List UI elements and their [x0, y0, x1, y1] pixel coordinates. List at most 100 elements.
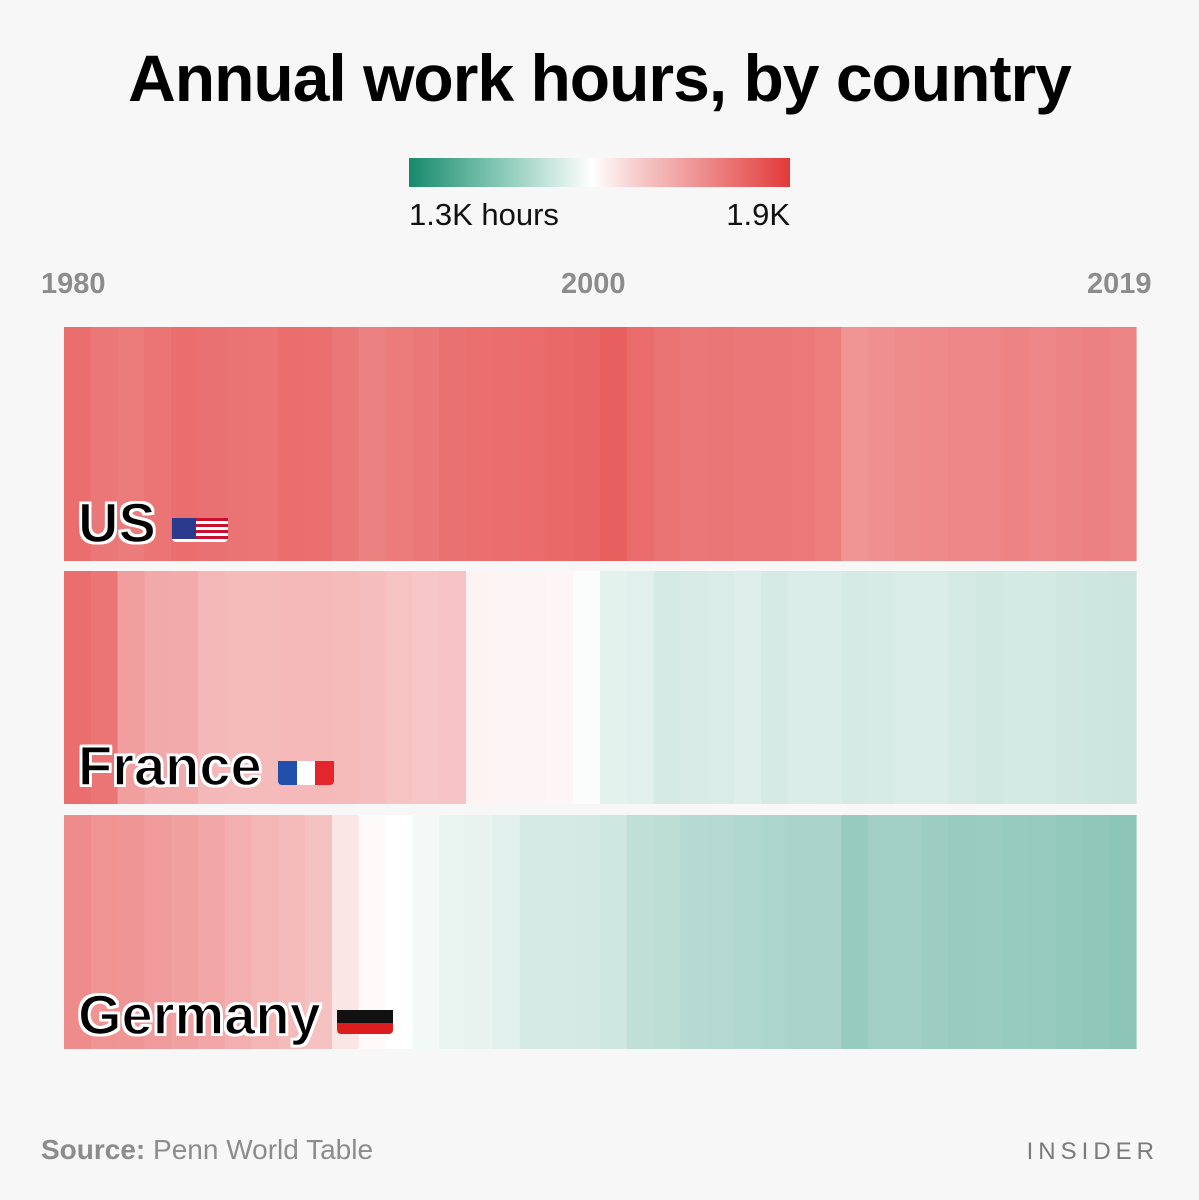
heatmap-cell-us-1996 [492, 327, 521, 561]
heatmap-cell-germany-2017 [1055, 815, 1083, 1049]
heatmap-cell-france-1985 [198, 571, 226, 804]
heatmap-cell-us-2004 [707, 327, 735, 561]
heatmap-cell-germany-2004 [707, 815, 735, 1049]
heatmap-cell-germany-1998 [546, 815, 574, 1049]
heatmap-cell-france-2006 [760, 571, 789, 804]
heatmap-cell-france-2003 [680, 571, 708, 804]
year-label-end: 2019 [1087, 268, 1152, 300]
heatmap-cell-germany-2003 [680, 815, 708, 1049]
heatmap-cell-us-1987 [251, 327, 279, 561]
heatmap-cell-germany-1993 [412, 815, 440, 1049]
heatmap-cell-us-1991 [358, 327, 387, 561]
heatmap-cell-france-2002 [653, 571, 681, 804]
heatmap-cell-france-1980 [64, 571, 92, 804]
heatmap-cell-us-2015 [1002, 327, 1030, 561]
legend-high-label: 1.9K [726, 197, 790, 232]
heatmap-cell-germany-2018 [1082, 815, 1110, 1049]
heatmap-cell-france-1998 [546, 571, 574, 804]
source-note: Source: Penn World Table [41, 1134, 373, 1166]
heatmap-cell-germany-2014 [975, 815, 1003, 1049]
heatmap-cell-us-1989 [305, 327, 333, 561]
legend-gradient [409, 158, 790, 187]
heatmap-cell-germany-2013 [948, 815, 976, 1049]
heatmap-cell-france-2005 [734, 571, 762, 804]
heatmap-cell-us-2000 [600, 327, 628, 561]
heatmap-cell-germany-2002 [653, 815, 681, 1049]
germany-flag-icon [336, 996, 393, 1034]
heatmap-cell-us-1990 [332, 327, 360, 561]
heatmap-cell-france-1999 [573, 571, 601, 804]
heatmap-cell-us-1983 [144, 327, 172, 561]
heatmap-cell-germany-1985 [198, 815, 226, 1049]
heatmap-cell-france-1994 [439, 571, 467, 804]
heatmap-cell-france-2019 [1109, 571, 1137, 804]
heatmap-cell-germany-1995 [466, 815, 494, 1049]
heatmap-cell-france-1992 [385, 571, 413, 804]
heatmap-cell-us-2001 [626, 327, 655, 561]
heatmap-cell-france-1997 [519, 571, 547, 804]
heatmap-cell-us-2006 [760, 327, 789, 561]
heatmap-cell-us-2007 [787, 327, 815, 561]
heatmap-cell-germany-2001 [626, 815, 655, 1049]
heatmap-cell-us-2013 [948, 327, 976, 561]
row-label-france-text: France [77, 733, 262, 798]
heatmap-cell-france-2001 [626, 571, 655, 804]
france-flag-icon [277, 747, 334, 785]
heatmap-cell-france-2016 [1028, 571, 1057, 804]
heatmap-cell-france-2017 [1055, 571, 1083, 804]
heatmap-chart [64, 327, 1137, 1049]
heatmap-cell-us-1993 [412, 327, 440, 561]
heatmap-cell-germany-2015 [1002, 815, 1030, 1049]
row-label-us: US [77, 490, 228, 555]
heatmap-cell-germany-2007 [787, 815, 815, 1049]
heatmap-cell-us-2003 [680, 327, 708, 561]
source-text: Penn World Table [153, 1134, 374, 1165]
color-legend: 1.3K hours 1.9K [409, 158, 790, 233]
heatmap-cell-france-2004 [707, 571, 735, 804]
heatmap-cell-germany-2010 [868, 815, 896, 1049]
heatmap-cell-us-2017 [1055, 327, 1083, 561]
heatmap-cell-france-2000 [600, 571, 628, 804]
heatmap-cell-us-1994 [439, 327, 467, 561]
heatmap-cell-us-2010 [868, 327, 896, 561]
heatmap-cell-us-2002 [653, 327, 681, 561]
heatmap-cell-france-1982 [117, 571, 145, 804]
row-label-germany-text: Germany [77, 982, 321, 1047]
legend-low-label: 1.3K hours [409, 197, 559, 232]
heatmap-cell-france-1990 [332, 571, 360, 804]
row-label-france: France [77, 733, 334, 798]
heatmap-cell-us-1986 [224, 327, 253, 561]
heatmap-cell-us-2009 [841, 327, 869, 561]
heatmap-cell-germany-1988 [278, 815, 306, 1049]
source-prefix: Source: [41, 1134, 146, 1165]
heatmap-cell-france-2012 [921, 571, 949, 804]
heatmap-cell-france-1993 [412, 571, 440, 804]
heatmap-cell-us-2018 [1082, 327, 1110, 561]
heatmap-cell-us-1999 [573, 327, 601, 561]
heatmap-cell-us-1995 [466, 327, 494, 561]
heatmap-cell-us-2019 [1109, 327, 1137, 561]
heatmap-cell-germany-2016 [1028, 815, 1057, 1049]
heatmap-cell-us-1997 [519, 327, 547, 561]
heatmap-cell-us-2008 [814, 327, 842, 561]
year-label-start: 1980 [41, 268, 106, 300]
heatmap-cell-france-2014 [975, 571, 1003, 804]
heatmap-cell-france-2010 [868, 571, 896, 804]
heatmap-cell-france-1981 [90, 571, 119, 804]
heatmap-cell-germany-1983 [144, 815, 172, 1049]
heatmap-cell-germany-1994 [439, 815, 467, 1049]
heatmap-cell-germany-1980 [64, 815, 92, 1049]
heatmap-cell-france-2018 [1082, 571, 1110, 804]
heatmap-cell-france-2011 [894, 571, 923, 804]
heatmap-cell-france-1983 [144, 571, 172, 804]
heatmap-cell-france-1996 [492, 571, 521, 804]
insider-logo: INSIDER [1026, 1138, 1159, 1165]
chart-title: Annual work hours, by country [128, 41, 1072, 115]
row-label-us-text: US [77, 490, 156, 555]
heatmap-cell-france-1991 [358, 571, 387, 804]
heatmap-cell-germany-1999 [573, 815, 601, 1049]
heatmap-cell-germany-1997 [519, 815, 547, 1049]
heatmap-cell-germany-1987 [251, 815, 279, 1049]
heatmap-cell-germany-1996 [492, 815, 521, 1049]
heatmap-cell-germany-2012 [921, 815, 949, 1049]
